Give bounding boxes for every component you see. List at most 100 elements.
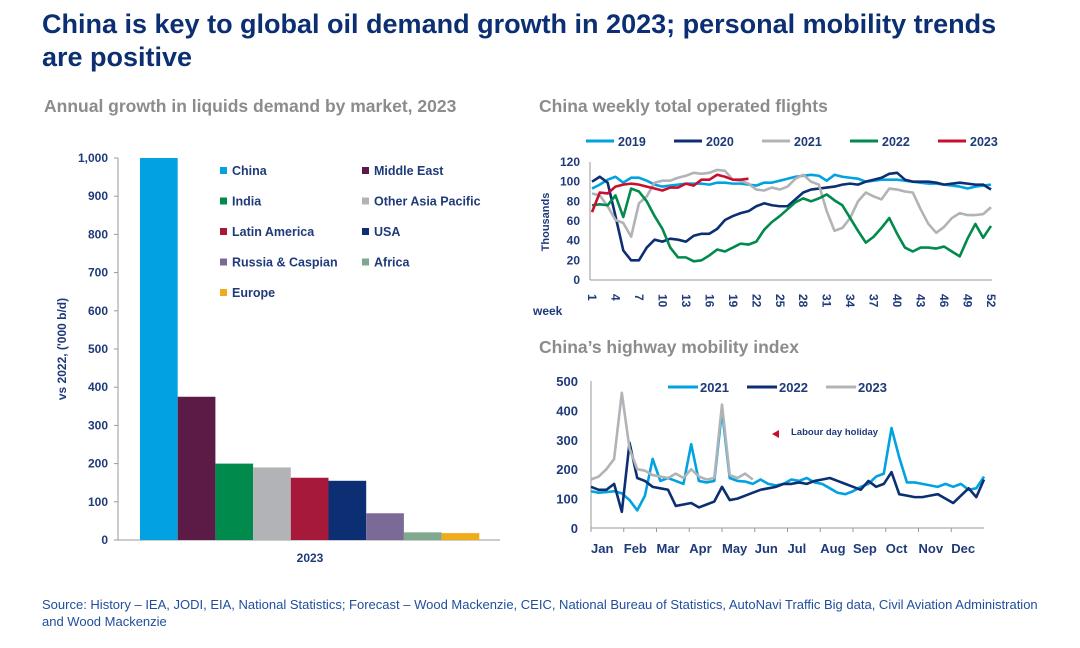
legend-label: India [232, 195, 262, 209]
legend-label: 2023 [858, 380, 887, 395]
legend-label: Middle East [374, 164, 444, 178]
x-tick-label: 4 [608, 294, 622, 301]
x-tick-label: Aug [820, 541, 845, 556]
x-tick-label: 19 [726, 294, 740, 308]
y-tick-label: 0 [573, 273, 580, 287]
bar-other-asia-pacific [253, 467, 291, 540]
legend-label: Latin America [232, 225, 315, 239]
y-tick-label: 300 [88, 418, 108, 432]
y-tick-label: 1,000 [78, 151, 108, 165]
x-tick-label: 37 [867, 294, 881, 308]
legend-swatch [362, 197, 369, 205]
legend-label: Europe [232, 286, 275, 300]
annotation-arrow-icon [772, 430, 779, 438]
x-tick-label: 22 [749, 294, 763, 308]
y-tick-label: 500 [556, 374, 578, 389]
x-axis-label: week [532, 304, 563, 318]
annotation-label: Labour day holiday [791, 427, 879, 438]
y-tick-label: 400 [556, 403, 578, 418]
x-tick-label: 46 [937, 294, 951, 308]
bar-india [215, 463, 254, 540]
legend-swatch [362, 228, 369, 235]
y-tick-label: 0 [571, 521, 578, 536]
y-tick-label: 700 [88, 266, 108, 280]
y-axis-label: vs 2022, ('000 b/d) [55, 298, 69, 400]
highway-line-2023 [590, 391, 754, 481]
y-tick-label: 500 [88, 342, 108, 356]
page-title: China is key to global oil demand growth… [42, 9, 997, 72]
x-tick-label: 7 [632, 294, 646, 301]
x-tick-label: 52 [984, 294, 998, 308]
legend-label: 2023 [970, 135, 998, 149]
legend-label: Russia & Caspian [232, 256, 338, 270]
y-tick-label: 0 [101, 533, 108, 547]
bar-africa [403, 532, 442, 540]
bar-chart-title: Annual growth in liquids demand by marke… [44, 96, 457, 116]
y-tick-label: 80 [567, 194, 581, 208]
x-tick-label: May [722, 541, 748, 556]
y-tick-label: 900 [88, 189, 108, 203]
x-tick-label: Feb [624, 541, 647, 556]
x-tick-label: 25 [773, 294, 787, 308]
x-tick-label: Oct [886, 541, 908, 556]
x-tick-label: 1 [585, 294, 599, 301]
legend-label: 2019 [618, 135, 646, 149]
flights-line-2022 [591, 187, 993, 263]
bar-europe [441, 533, 480, 540]
legend-label: USA [374, 225, 400, 239]
y-tick-label: 200 [88, 457, 108, 471]
x-tick-label: 28 [796, 294, 810, 308]
highway-chart-title: China’s highway mobility index [539, 337, 799, 357]
x-tick-label: Sep [853, 541, 877, 556]
y-tick-label: 60 [567, 214, 581, 228]
y-tick-label: 20 [567, 253, 581, 267]
y-tick-label: 120 [560, 155, 580, 169]
legend-label: 2022 [779, 380, 808, 395]
flights-line-2020 [591, 171, 992, 262]
y-tick-label: 200 [556, 462, 578, 477]
x-tick-label: 13 [679, 294, 693, 308]
x-tick-label: Jun [755, 541, 778, 556]
x-tick-label: Jul [788, 541, 807, 556]
legend-label: 2021 [700, 380, 729, 395]
y-tick-label: 40 [567, 234, 581, 248]
legend-label: Other Asia Pacific [374, 195, 481, 209]
flights-line-2019 [591, 173, 992, 190]
x-tick-label: 49 [961, 294, 975, 308]
legend-swatch [220, 289, 227, 296]
x-tick-label: 34 [843, 294, 857, 308]
x-tick-label: Apr [689, 541, 711, 556]
legend-label: Africa [374, 256, 410, 270]
x-tick-label: Dec [951, 541, 975, 556]
legend-swatch [220, 197, 227, 205]
x-tick-label: Mar [657, 541, 680, 556]
y-tick-label: 100 [88, 495, 108, 509]
legend-swatch [220, 228, 227, 235]
highway-line-2021 [590, 409, 986, 512]
x-tick-label: 31 [820, 294, 834, 308]
y-tick-label: 600 [88, 304, 108, 318]
highway-line-2022 [590, 441, 986, 514]
legend-swatch [362, 258, 369, 266]
x-tick-label: 10 [655, 294, 669, 308]
bar-russia-caspian [366, 513, 404, 540]
legend-swatch [220, 167, 227, 174]
legend-swatch [362, 167, 369, 174]
flights-chart-title: China weekly total operated flights [539, 96, 828, 116]
legend-label: 2020 [706, 135, 734, 149]
y-tick-label: 400 [88, 380, 108, 394]
source-note: Source: History – IEA, JODI, EIA, Nation… [42, 597, 1038, 629]
y-tick-label: 100 [556, 492, 578, 507]
y-tick-label: 800 [88, 227, 108, 241]
x-tick-label: 16 [702, 294, 716, 308]
y-tick-label: 300 [556, 433, 578, 448]
legend-label: 2022 [882, 135, 910, 149]
bar-middle-east [177, 396, 216, 540]
flights-line-2021 [591, 168, 992, 239]
x-tick-label: Jan [591, 541, 613, 556]
legend-label: China [232, 164, 268, 178]
legend-swatch [220, 258, 227, 266]
y-tick-label: 100 [560, 175, 580, 189]
bar-china [140, 158, 178, 540]
